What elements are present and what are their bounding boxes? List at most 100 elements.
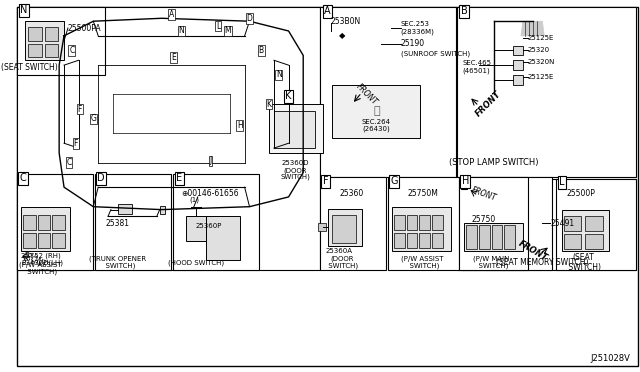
Text: 25491: 25491 <box>550 219 574 228</box>
FancyBboxPatch shape <box>556 179 636 270</box>
FancyBboxPatch shape <box>419 233 430 248</box>
FancyBboxPatch shape <box>328 209 362 246</box>
Text: FRONT: FRONT <box>470 185 497 203</box>
Text: E: E <box>171 53 176 62</box>
FancyBboxPatch shape <box>460 177 528 270</box>
Text: N: N <box>20 6 28 16</box>
Text: FRONT: FRONT <box>474 90 503 119</box>
FancyBboxPatch shape <box>186 217 205 241</box>
FancyBboxPatch shape <box>17 7 638 366</box>
Text: F: F <box>323 176 328 186</box>
Text: H: H <box>237 121 243 130</box>
Text: (P/W ASSIST
 SWITCH): (P/W ASSIST SWITCH) <box>19 261 62 275</box>
FancyBboxPatch shape <box>320 7 456 177</box>
Text: 25190: 25190 <box>401 39 425 48</box>
Text: (DOOR: (DOOR <box>284 167 307 174</box>
FancyBboxPatch shape <box>525 212 536 223</box>
Text: 25360A: 25360A <box>326 248 353 254</box>
FancyBboxPatch shape <box>17 7 320 270</box>
Text: SWITCH): SWITCH) <box>280 173 310 180</box>
Text: 25360P: 25360P <box>196 223 222 229</box>
Text: 25752 (RH): 25752 (RH) <box>21 252 61 259</box>
Text: L: L <box>216 22 220 31</box>
Text: J251028V: J251028V <box>590 354 630 363</box>
Polygon shape <box>521 21 545 36</box>
Text: G: G <box>390 176 397 186</box>
Text: ⊕00146-61656: ⊕00146-61656 <box>181 189 239 199</box>
FancyBboxPatch shape <box>513 46 523 55</box>
Text: A: A <box>324 6 331 16</box>
FancyBboxPatch shape <box>17 7 105 75</box>
FancyBboxPatch shape <box>118 204 132 214</box>
Text: B: B <box>259 46 264 55</box>
Text: 25125E: 25125E <box>528 35 554 41</box>
Text: F: F <box>74 139 78 148</box>
Text: (HOOD SWITCH): (HOOD SWITCH) <box>168 259 224 266</box>
FancyBboxPatch shape <box>497 212 508 223</box>
FancyBboxPatch shape <box>406 233 417 248</box>
FancyBboxPatch shape <box>21 207 70 251</box>
FancyBboxPatch shape <box>492 225 502 248</box>
Text: (SEAT MEMORY SWITCH): (SEAT MEMORY SWITCH) <box>496 258 589 267</box>
FancyBboxPatch shape <box>23 215 36 230</box>
FancyBboxPatch shape <box>513 75 523 85</box>
FancyBboxPatch shape <box>394 215 404 230</box>
FancyBboxPatch shape <box>38 215 51 230</box>
Text: N: N <box>179 26 184 35</box>
Text: E: E <box>176 173 182 183</box>
Text: 25750M: 25750M <box>408 189 438 199</box>
FancyBboxPatch shape <box>464 223 523 251</box>
FancyBboxPatch shape <box>318 223 326 231</box>
FancyBboxPatch shape <box>432 233 443 248</box>
FancyBboxPatch shape <box>511 226 522 237</box>
Text: 253B0N: 253B0N <box>330 17 361 26</box>
FancyBboxPatch shape <box>392 207 451 251</box>
FancyBboxPatch shape <box>45 27 58 41</box>
Text: C: C <box>67 158 72 167</box>
FancyBboxPatch shape <box>160 206 164 214</box>
Text: 25381: 25381 <box>106 219 130 228</box>
FancyBboxPatch shape <box>269 104 323 153</box>
FancyBboxPatch shape <box>52 215 65 230</box>
FancyBboxPatch shape <box>394 233 404 248</box>
FancyBboxPatch shape <box>525 226 536 237</box>
FancyBboxPatch shape <box>504 225 515 248</box>
Text: G: G <box>90 114 96 124</box>
FancyBboxPatch shape <box>333 85 420 138</box>
Text: ⬛: ⬛ <box>373 106 380 116</box>
Text: (SUNROOF SWITCH): (SUNROOF SWITCH) <box>401 50 470 57</box>
FancyBboxPatch shape <box>173 174 259 270</box>
FancyBboxPatch shape <box>479 225 490 248</box>
Text: F: F <box>77 105 82 113</box>
Text: H: H <box>461 176 469 186</box>
Text: D: D <box>246 14 252 23</box>
Text: J: J <box>463 177 466 187</box>
Text: (SEAT
 SWITCH): (SEAT SWITCH) <box>566 253 601 272</box>
Text: 25360D: 25360D <box>282 160 309 166</box>
FancyBboxPatch shape <box>461 177 552 270</box>
FancyBboxPatch shape <box>388 177 460 270</box>
Text: C: C <box>69 46 74 55</box>
Text: (1): (1) <box>189 197 199 203</box>
Text: M: M <box>225 26 231 35</box>
Text: FRONT: FRONT <box>355 82 379 107</box>
Text: 25500P: 25500P <box>567 189 596 199</box>
Text: N: N <box>276 70 282 79</box>
Text: D: D <box>97 173 105 183</box>
FancyBboxPatch shape <box>458 179 636 270</box>
Text: 25320: 25320 <box>528 46 550 52</box>
FancyBboxPatch shape <box>23 233 36 248</box>
Text: 25500PA: 25500PA <box>68 23 102 32</box>
Text: K: K <box>266 100 271 109</box>
Text: L: L <box>559 177 564 187</box>
FancyBboxPatch shape <box>564 217 581 231</box>
FancyBboxPatch shape <box>493 204 542 241</box>
Text: (STOP LAMP SWITCH): (STOP LAMP SWITCH) <box>449 158 538 167</box>
FancyBboxPatch shape <box>466 225 477 248</box>
FancyBboxPatch shape <box>28 44 42 57</box>
Text: SEC.465
(46501): SEC.465 (46501) <box>462 60 492 74</box>
FancyBboxPatch shape <box>17 174 93 270</box>
Text: 25360: 25360 <box>340 189 364 199</box>
FancyBboxPatch shape <box>25 21 64 60</box>
Text: E3430U(LH): E3430U(LH) <box>21 259 63 266</box>
